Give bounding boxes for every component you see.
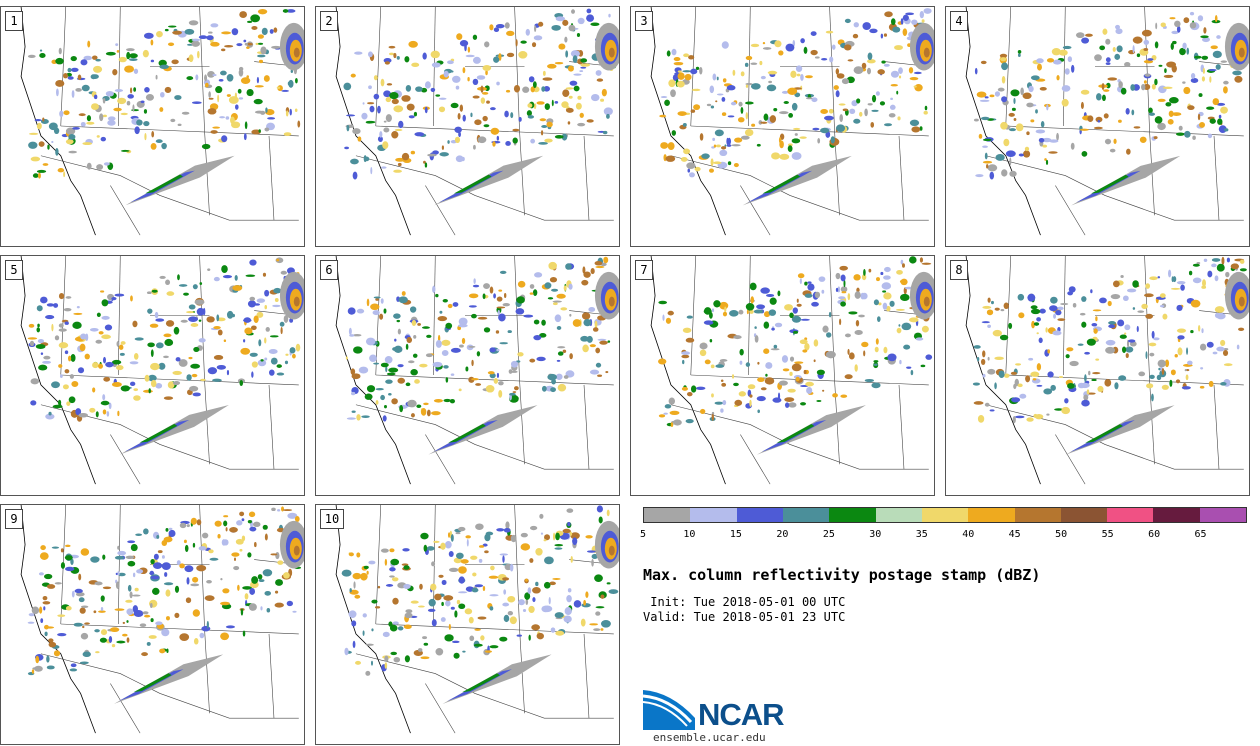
colorbar-swatch	[1060, 508, 1108, 522]
figure-title: Max. column reflectivity postage stamp (…	[643, 566, 1041, 584]
map-boundaries	[650, 256, 929, 485]
map-panel-3: 3	[630, 6, 935, 247]
map-panel-2: 2	[315, 6, 620, 247]
colorbar-swatch	[968, 508, 1015, 522]
colorbar-tick-label: 55	[1101, 529, 1114, 540]
reflectivity-cells	[345, 256, 619, 455]
colorbar-tick-label: 40	[962, 529, 975, 540]
colorbar-tick-label: 5	[639, 529, 647, 540]
panel-number-6: 6	[320, 260, 338, 280]
map-boundaries	[650, 7, 929, 236]
map-panel-8: 8	[945, 255, 1250, 496]
colorbar-tick-label: 60	[1148, 529, 1161, 540]
map-boundaries	[335, 505, 614, 734]
map-boundaries	[20, 7, 299, 236]
map-boundaries	[335, 256, 614, 485]
colorbar-swatch	[1199, 508, 1247, 522]
colorbar-tick-label: 15	[729, 529, 742, 540]
colorbar-swatch	[875, 508, 922, 522]
reflectivity-cells	[27, 8, 304, 206]
panel-number-8: 8	[950, 260, 968, 280]
ncar-logo-text: NCAR	[698, 697, 785, 732]
ncar-logo-icon	[643, 690, 695, 730]
reflectivity-cells	[27, 257, 304, 455]
reflectivity-cells	[27, 506, 304, 704]
colorbar-tick-label: 20	[776, 529, 789, 540]
colorbar-swatch	[782, 508, 830, 522]
colorbar-ticks: 5 10 15 20 25 30 35 40 45 50 55 60 65	[639, 529, 1247, 543]
site-url: ensemble.ucar.edu	[653, 731, 766, 744]
panel-number-7: 7	[635, 260, 653, 280]
reflectivity-cells	[658, 256, 934, 455]
map-panel-10: 10	[315, 504, 620, 745]
colorbar-tick-label: 45	[1008, 529, 1021, 540]
reflectivity-map-4	[965, 7, 1249, 236]
map-boundaries	[20, 256, 299, 485]
reflectivity-cells	[343, 8, 619, 206]
map-panel-7: 7	[630, 255, 935, 496]
reflectivity-map-3	[650, 7, 934, 236]
panel-number-2: 2	[320, 11, 338, 31]
colorbar-tick-label: 25	[822, 529, 835, 540]
reflectivity-map-5	[20, 256, 304, 485]
map-boundaries	[965, 256, 1244, 485]
panel-number-5: 5	[5, 260, 23, 280]
reflectivity-map-9	[20, 505, 304, 734]
reflectivity-map-7	[650, 256, 934, 485]
map-boundaries	[965, 7, 1244, 236]
colorbar-tick-label: 65	[1194, 529, 1207, 540]
colorbar-swatch	[1153, 508, 1200, 522]
panel-number-3: 3	[635, 11, 653, 31]
colorbar-swatch	[690, 508, 737, 522]
colorbar-swatch	[921, 508, 969, 522]
reflectivity-map-10	[335, 505, 619, 734]
colorbar-swatch	[1107, 508, 1154, 522]
map-panel-6: 6	[315, 255, 620, 496]
panel-number-9: 9	[5, 509, 23, 529]
init-time: Init: Tue 2018-05-01 00 UTC	[643, 595, 846, 609]
reflectivity-colorbar	[643, 507, 1247, 523]
colorbar-swatch	[829, 508, 876, 522]
reflectivity-cells	[973, 11, 1249, 206]
map-boundaries	[20, 505, 299, 734]
reflectivity-cells	[341, 505, 619, 704]
reflectivity-map-6	[335, 256, 619, 485]
valid-time: Valid: Tue 2018-05-01 23 UTC	[643, 610, 846, 624]
panel-number-1: 1	[5, 11, 23, 31]
colorbar-tick-label: 35	[915, 529, 928, 540]
map-panel-9: 9	[0, 504, 305, 745]
colorbar-swatch	[736, 508, 783, 522]
colorbar-swatch	[644, 508, 691, 522]
reflectivity-map-1	[20, 7, 304, 236]
map-panel-1: 1	[0, 6, 305, 247]
panel-number-4: 4	[950, 11, 968, 31]
reflectivity-map-8	[965, 256, 1249, 485]
reflectivity-map-2	[335, 7, 619, 236]
map-panel-5: 5	[0, 255, 305, 496]
colorbar-swatch	[1014, 508, 1061, 522]
colorbar-tick-label: 10	[683, 529, 696, 540]
panel-number-10: 10	[320, 509, 344, 529]
map-panel-4: 4	[945, 6, 1250, 247]
colorbar-tick-label: 30	[869, 529, 882, 540]
reflectivity-cells	[659, 8, 934, 206]
reflectivity-cells	[972, 256, 1249, 455]
colorbar-tick-label: 50	[1055, 529, 1068, 540]
